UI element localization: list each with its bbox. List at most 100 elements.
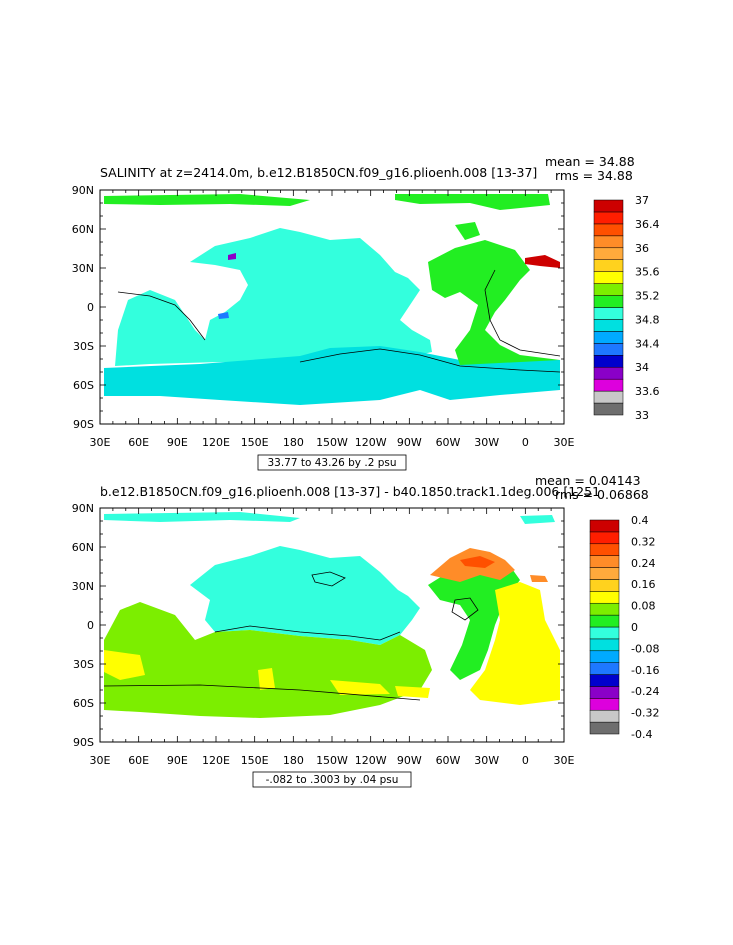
colorbar-swatch <box>589 602 620 616</box>
x-tick-label: 60W <box>436 754 461 767</box>
arctic-region-east <box>395 194 550 210</box>
southern-region <box>104 346 560 405</box>
y-tick-label: 30N <box>72 580 94 593</box>
atlantic-south-region <box>470 582 560 705</box>
colorbar-swatch <box>589 591 620 604</box>
colorbar-swatch <box>593 331 624 344</box>
anomaly-b <box>218 312 229 319</box>
colorbar-label: 34 <box>635 361 649 374</box>
colorbar-label: 35.6 <box>635 266 660 279</box>
mean-label: mean = 34.88 <box>545 154 635 169</box>
colorbar-swatch <box>593 295 624 308</box>
colorbar <box>593 199 624 416</box>
x-tick-label: 60E <box>128 436 149 449</box>
contour-line <box>103 571 479 701</box>
y-tick-label: 60N <box>72 541 94 554</box>
colorbar-label: 34.8 <box>635 313 660 326</box>
x-tick-label: 60E <box>128 754 149 767</box>
colorbar-label: 0.08 <box>631 600 656 613</box>
southern-band-yellow <box>395 686 430 698</box>
colorbar-swatch <box>589 638 620 652</box>
colorbar-swatch <box>589 543 620 556</box>
colorbar-swatch <box>593 366 624 380</box>
contour-info: -.082 to .3003 by .04 psu <box>266 774 399 786</box>
x-tick-label: 150E <box>241 754 269 767</box>
colorbar-label: 33 <box>635 409 649 422</box>
rms-label: rms = 34.88 <box>555 168 633 183</box>
arctic-region-east <box>520 515 555 524</box>
x-tick-label: 90E <box>167 436 188 449</box>
x-tick-label: 180 <box>283 436 304 449</box>
x-tick-label: 120E <box>202 436 230 449</box>
ocean-field <box>103 512 560 718</box>
colorbar-label: 0.4 <box>631 514 649 527</box>
contour-info-box <box>252 771 412 788</box>
y-axis-labels: 90N 60N 30N 0 30S 60S 90S <box>72 502 94 749</box>
colorbar-labels: -0.4 -0.32 -0.24 -0.16 -0.08 0 0.08 0.16 0.24 0.3… <box>631 514 659 741</box>
colorbar-swatch <box>589 721 620 735</box>
colorbar-label: 35.2 <box>635 290 660 303</box>
colorbar-swatch <box>593 402 624 416</box>
colorbar-swatch <box>593 271 624 284</box>
southern-band-yellow <box>104 650 145 680</box>
colorbar-swatch <box>593 378 624 392</box>
colorbar-label: 37 <box>635 194 649 207</box>
x-tick-label: 120E <box>202 754 230 767</box>
mean-label: mean = 0.04143 <box>535 473 641 488</box>
x-axis-labels: 30E 60E 90E 120E 150E 180 150W 120W 90W 60W 30W 0 30… <box>90 436 575 449</box>
y-tick-label: 60S <box>73 697 94 710</box>
contour-info: 33.77 to 43.26 by .2 psu <box>267 457 396 469</box>
colorbar-label: 0.16 <box>631 578 656 591</box>
arctic-region <box>104 512 300 522</box>
colorbar-swatch <box>593 235 624 249</box>
x-tick-label: 30E <box>554 754 575 767</box>
med-region <box>525 255 560 268</box>
contour-line <box>117 269 561 373</box>
colorbar-swatch <box>589 674 620 687</box>
colorbar-label: 36.4 <box>635 218 660 231</box>
arctic-region <box>104 194 310 206</box>
colorbar-swatch <box>589 650 620 663</box>
x-tick-label: 30E <box>90 436 111 449</box>
colorbar-swatch <box>593 199 624 213</box>
y-tick-label: 0 <box>87 301 94 314</box>
y-tick-label: 0 <box>87 619 94 632</box>
colorbar-label: 33.6 <box>635 385 660 398</box>
southern-band-yellow <box>330 680 390 695</box>
colorbar-swatch <box>593 259 624 272</box>
colorbar-swatch <box>593 211 624 225</box>
x-tick-label: 150W <box>316 436 348 449</box>
colorbar-swatch <box>589 579 620 592</box>
southern-band-yellow <box>258 668 275 690</box>
ocean-field <box>104 194 561 405</box>
colorbar-swatch <box>589 709 620 723</box>
colorbar-swatch <box>593 343 624 356</box>
colorbar-swatch <box>593 223 624 237</box>
east-anomaly <box>530 575 548 582</box>
colorbar-label: 36 <box>635 242 649 255</box>
x-tick-label: 0 <box>522 754 529 767</box>
colorbar-label: 0.24 <box>631 557 656 570</box>
colorbar-swatch <box>589 519 620 533</box>
colorbar-swatch <box>589 555 620 568</box>
y-axis-labels: 90N 60N 30N 0 30S 60S 90S <box>72 184 94 431</box>
y-tick-label: 90N <box>72 184 94 197</box>
x-tick-label: 90W <box>397 754 422 767</box>
colorbar-label: 0 <box>631 621 638 634</box>
anomaly-a <box>228 253 236 260</box>
colorbar-swatch <box>589 626 620 640</box>
colorbar-swatch <box>593 319 624 332</box>
x-tick-label: 120W <box>355 754 387 767</box>
colorbar-swatch <box>589 662 620 675</box>
colorbar-swatch <box>593 390 624 404</box>
y-tick-label: 90S <box>73 736 94 749</box>
colorbar-swatch <box>589 686 620 699</box>
colorbar-labels: 33 33.6 34 34.4 34.8 35.2 35.6 36 36.4 37 <box>635 194 660 422</box>
colorbar-label: -0.08 <box>631 642 659 655</box>
y-tick-label: 90N <box>72 502 94 515</box>
colorbar-swatch <box>593 307 624 320</box>
y-tick-label: 60N <box>72 223 94 236</box>
colorbar-label: 0.32 <box>631 535 656 548</box>
colorbar-label: -0.32 <box>631 707 659 720</box>
